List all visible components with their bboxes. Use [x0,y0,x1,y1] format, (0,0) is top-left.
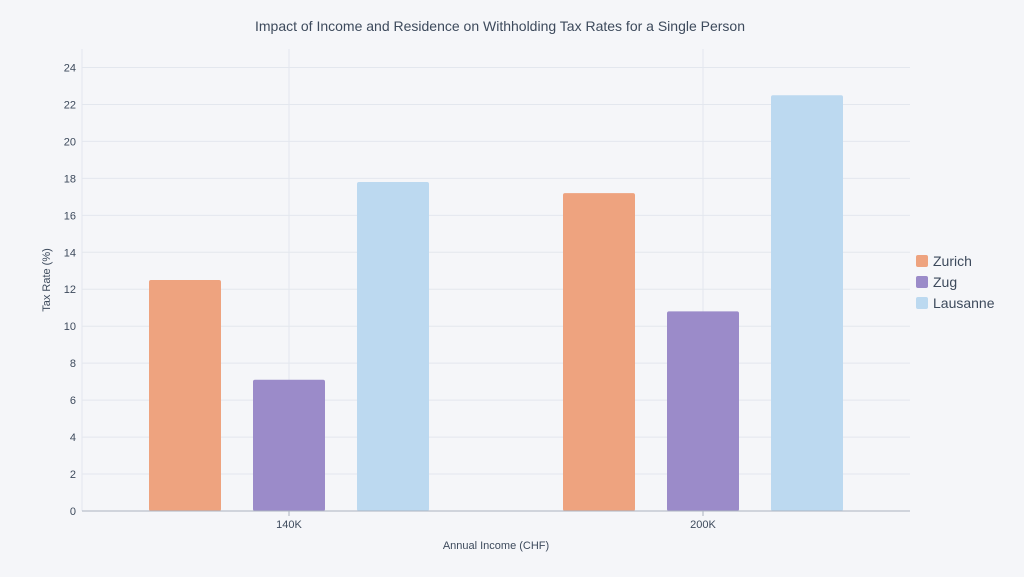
y-tick-label: 0 [70,506,76,518]
bar-lausanne-140k[interactable] [357,182,429,511]
bar-zug-140k[interactable] [253,379,325,511]
y-tick-label: 16 [64,210,76,222]
x-tick-label: 140K [276,519,302,531]
x-axis-title: Annual Income (CHF) [443,540,549,552]
legend-item-zug[interactable]: Zug [916,271,995,292]
bar-lausanne-200k[interactable] [771,95,843,511]
legend-item-zurich[interactable]: Zurich [916,250,995,271]
x-tick-labels: 140K 200K [276,511,717,531]
legend-swatch [916,296,928,309]
bars [149,95,843,512]
bar-zug-200k[interactable] [667,311,739,511]
legend-label: Lausanne [933,294,995,311]
y-tick-label: 6 [70,395,76,407]
y-tick-label: 8 [70,358,76,370]
legend-swatch [916,254,928,267]
bar-zurich-200k[interactable] [563,193,635,512]
x-tick-label: 200K [690,519,716,531]
legend: Zurich Zug Lausanne [916,250,995,313]
chart-title: Impact of Income and Residence on Withho… [254,18,745,34]
y-tick-label: 2 [70,469,76,481]
legend-label: Zug [933,273,958,290]
y-tick-label: 18 [64,173,76,185]
y-tick-label: 14 [64,247,76,259]
y-tick-label: 20 [64,136,76,148]
y-tick-label: 4 [70,432,76,444]
legend-label: Zurich [933,252,972,269]
y-tick-label: 22 [64,99,76,111]
y-axis-title: Tax Rate (%) [41,248,53,312]
y-tick-label: 10 [64,321,76,333]
legend-swatch [916,275,928,288]
legend-item-lausanne[interactable]: Lausanne [916,292,995,313]
bar-zurich-140k[interactable] [149,280,221,511]
y-tick-label: 12 [64,284,76,296]
y-tick-label: 24 [64,62,76,74]
